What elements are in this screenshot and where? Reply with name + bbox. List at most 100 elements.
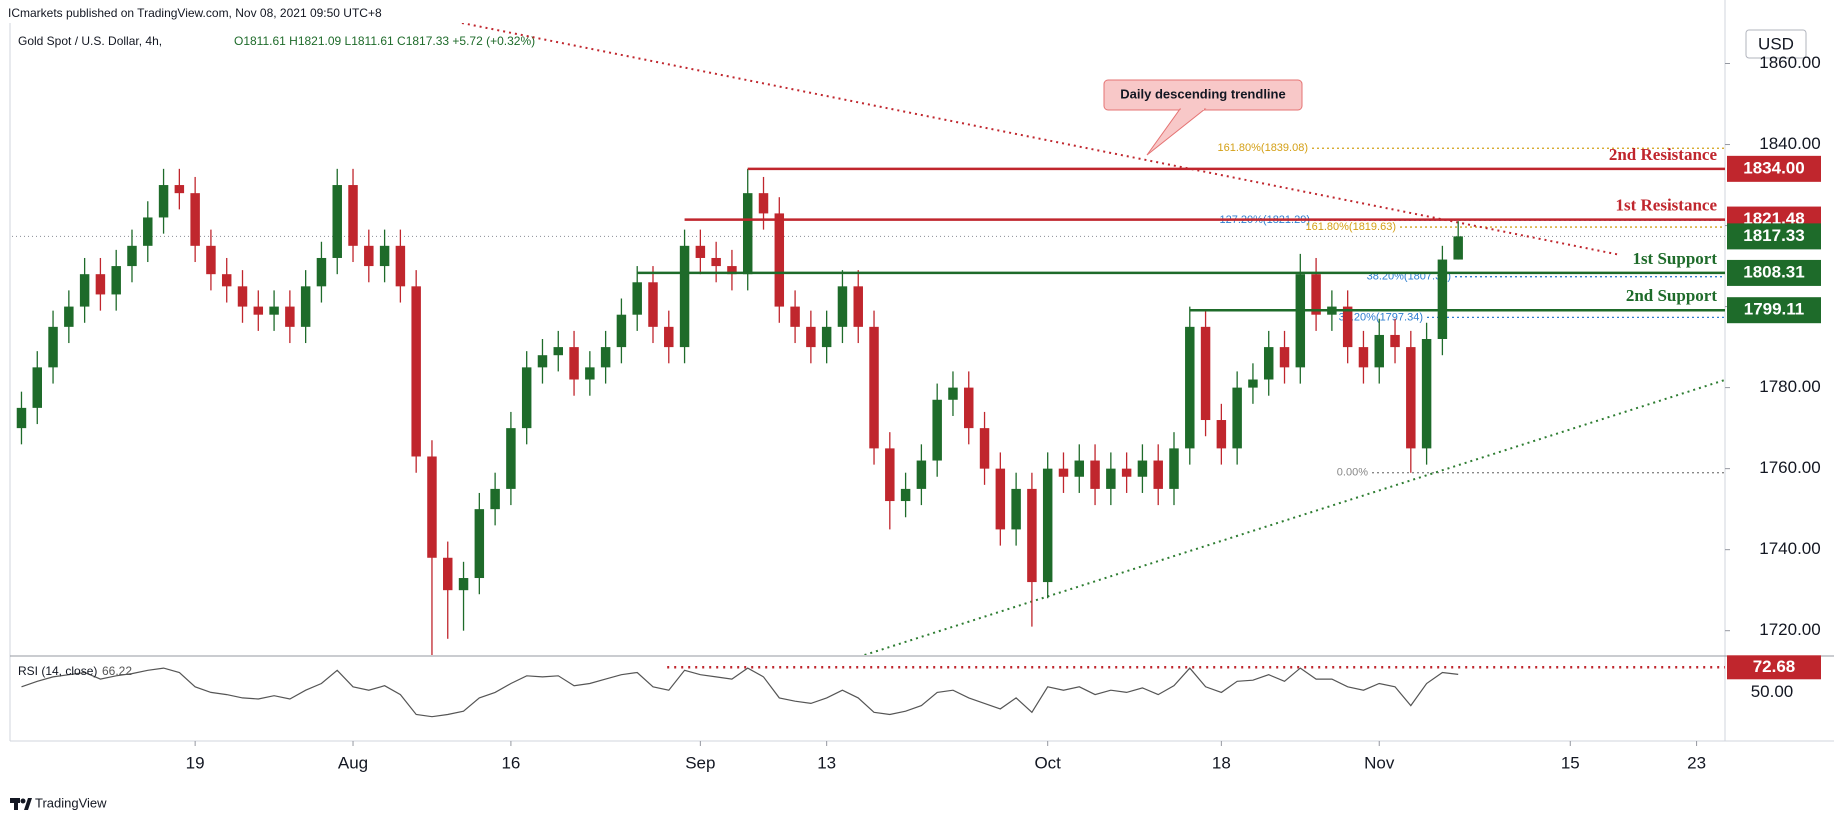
currency: USD bbox=[1758, 34, 1794, 53]
level-price-box bbox=[1727, 297, 1821, 324]
candle-body bbox=[979, 428, 990, 469]
candle-body bbox=[332, 185, 342, 258]
candle-body bbox=[569, 347, 579, 380]
candle-body bbox=[900, 488, 911, 502]
currency-box[interactable] bbox=[1745, 29, 1807, 59]
candle-body bbox=[664, 326, 674, 348]
y-tick-label: 1840.00 bbox=[1759, 134, 1820, 153]
candle-body bbox=[995, 468, 1006, 530]
candle-body bbox=[1169, 448, 1179, 489]
x-tick-label: 13 bbox=[817, 753, 836, 772]
main-pane: 161.80%(1839.08)127.20%(1821.29)161.80%(… bbox=[12, 23, 1725, 655]
candle-body bbox=[1295, 274, 1306, 368]
rsi-level-label: 72.68 bbox=[1753, 657, 1796, 676]
level-price-box bbox=[1727, 155, 1821, 182]
level-name: 1st Support bbox=[1632, 249, 1717, 268]
x-tick-label: Nov bbox=[1364, 753, 1395, 772]
candle-body bbox=[1011, 488, 1021, 530]
candle-body bbox=[679, 245, 690, 348]
candle-body bbox=[821, 326, 832, 348]
candle-body bbox=[348, 185, 358, 246]
level-price-box bbox=[1727, 259, 1821, 286]
candle-body bbox=[443, 557, 453, 591]
candle-body bbox=[600, 347, 611, 368]
footer-brand: TradingView bbox=[35, 795, 107, 810]
x-tick-label: 16 bbox=[501, 753, 520, 772]
candle-body bbox=[537, 355, 548, 368]
candle-body bbox=[190, 193, 200, 246]
candle-body bbox=[506, 428, 516, 489]
candle-body bbox=[948, 387, 958, 400]
candle-body bbox=[1185, 326, 1195, 449]
candle-body bbox=[237, 286, 248, 307]
candle-body bbox=[158, 185, 169, 218]
candle-body bbox=[379, 245, 390, 267]
candle-body bbox=[253, 306, 264, 315]
candle-body bbox=[964, 387, 974, 429]
candle-body bbox=[48, 326, 58, 368]
candle-body bbox=[932, 399, 942, 461]
candle-body bbox=[206, 245, 216, 275]
y-tick-label: 1740.00 bbox=[1759, 539, 1820, 558]
candle-body bbox=[1390, 334, 1400, 348]
candle-body bbox=[774, 213, 785, 307]
y-tick-label: 1860.00 bbox=[1759, 53, 1820, 72]
y-tick-label: 1760.00 bbox=[1759, 458, 1820, 477]
publisher: ICmarkets published on TradingView.com, … bbox=[8, 6, 382, 20]
candle-body bbox=[853, 286, 863, 327]
candle-body bbox=[32, 367, 42, 408]
fib-label: 38.20%(1797.34) bbox=[1339, 311, 1423, 323]
candle-body bbox=[79, 274, 90, 307]
candle-body bbox=[1216, 420, 1227, 449]
candle-body bbox=[95, 274, 106, 295]
candle-body bbox=[316, 257, 327, 287]
level-price-label: 1799.11 bbox=[1744, 300, 1805, 319]
candle-body bbox=[711, 257, 721, 267]
x-tick-label: Aug bbox=[338, 753, 368, 772]
x-tick-label: 18 bbox=[1212, 753, 1231, 772]
candle-body bbox=[742, 193, 753, 275]
candle-body bbox=[143, 217, 153, 246]
candle-body bbox=[458, 578, 469, 591]
candle-body bbox=[806, 326, 816, 348]
level-name: 1st Resistance bbox=[1615, 195, 1717, 214]
candle-body bbox=[790, 306, 800, 327]
candle-body bbox=[1042, 468, 1053, 583]
candle-body bbox=[1406, 347, 1416, 449]
candle-body bbox=[127, 245, 137, 267]
candle-body bbox=[1374, 334, 1384, 368]
rsi-last: 66.22 bbox=[102, 664, 132, 678]
candle-body bbox=[1342, 306, 1353, 348]
candle-body bbox=[1311, 274, 1321, 315]
candle-body bbox=[490, 488, 500, 510]
candle-body bbox=[64, 306, 74, 327]
candle-body bbox=[1058, 468, 1069, 477]
candle-body bbox=[174, 185, 185, 194]
rsi-line bbox=[21, 667, 1459, 718]
candle-body bbox=[553, 347, 564, 356]
candle-body bbox=[1232, 387, 1242, 449]
candle-body bbox=[1279, 347, 1290, 368]
ohlc-legend: O1811.61 H1821.09 L1811.61 C1817.33 +5.7… bbox=[234, 34, 535, 48]
level-price-label: 1821.48 bbox=[1743, 209, 1804, 228]
last-price-label: 1817.33 bbox=[1743, 226, 1804, 245]
candle-body bbox=[632, 282, 642, 315]
candle-body bbox=[1090, 460, 1100, 489]
candle-body bbox=[695, 245, 706, 258]
candle-body bbox=[111, 266, 121, 295]
rsi-tick-label: 50.00 bbox=[1751, 682, 1794, 701]
candle-body bbox=[1437, 259, 1448, 339]
candle-body bbox=[427, 456, 437, 558]
annotation-joint bbox=[1181, 106, 1204, 110]
footer-logo bbox=[10, 798, 32, 810]
candle-body bbox=[269, 306, 279, 315]
rsi-level-box bbox=[1727, 655, 1821, 680]
candle-body bbox=[1453, 236, 1463, 260]
candle-body bbox=[837, 286, 848, 327]
candle-body bbox=[1248, 379, 1258, 388]
candle-body bbox=[869, 326, 879, 449]
fib-label: 161.80%(1819.63) bbox=[1305, 221, 1396, 233]
candle-body bbox=[648, 282, 658, 327]
rsi-pane bbox=[21, 667, 1459, 718]
candle-body bbox=[285, 306, 295, 327]
